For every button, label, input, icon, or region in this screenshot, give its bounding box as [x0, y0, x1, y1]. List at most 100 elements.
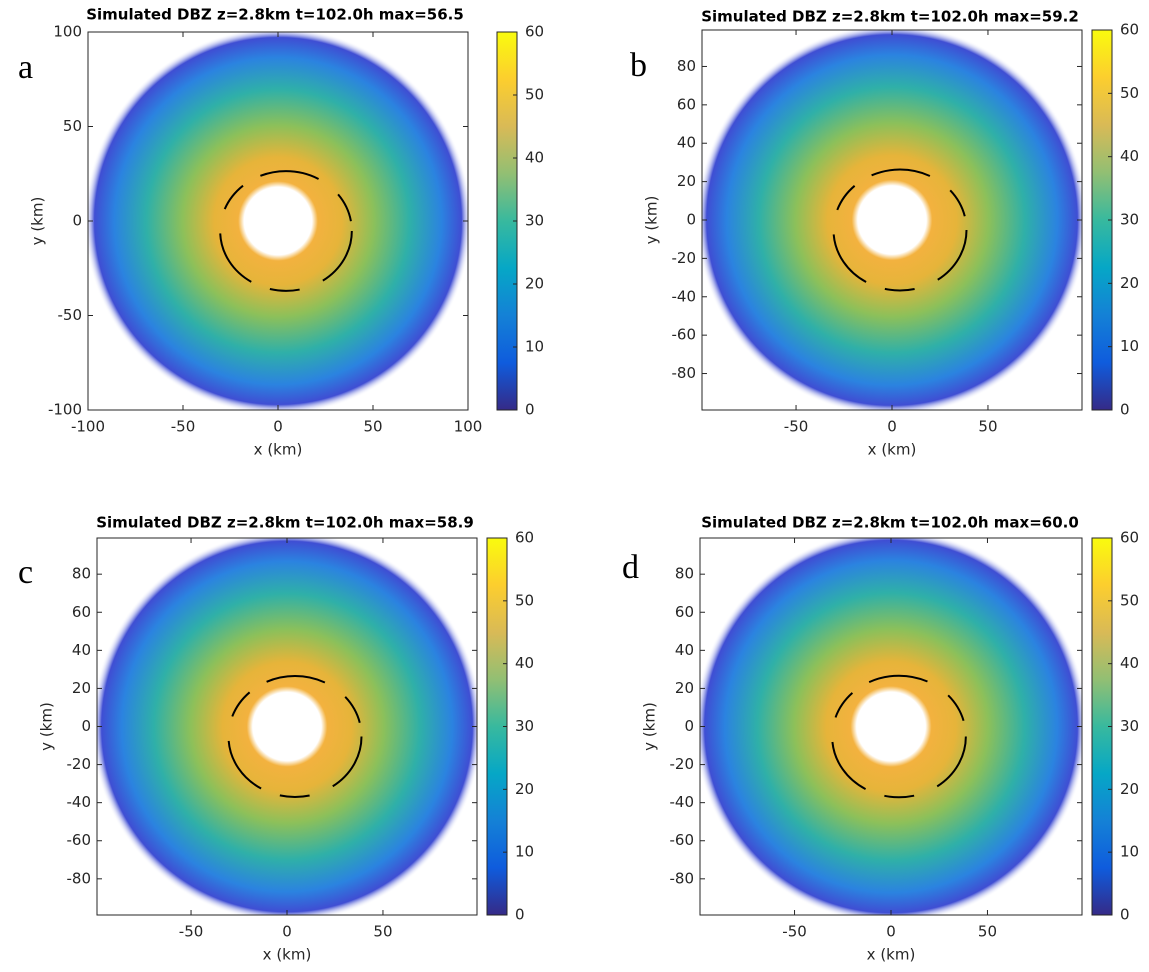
storm-field	[700, 538, 1082, 915]
colorbar-tick-label: 0	[1120, 401, 1130, 419]
y-tick-label: 80	[72, 565, 91, 583]
y-tick-label: -40	[67, 793, 92, 811]
colorbar-tick-label: 10	[515, 843, 534, 861]
reflectivity-field	[702, 30, 1082, 410]
y-tick-label: -60	[672, 326, 697, 344]
y-tick-label: 40	[675, 641, 694, 659]
y-axis-label: y (km)	[641, 702, 659, 751]
panel-letter: a	[18, 49, 33, 86]
x-axis-label: x (km)	[868, 441, 917, 459]
x-tick-label: -50	[784, 418, 809, 436]
chart-title: Simulated DBZ z=2.8km t=102.0h max=56.5	[86, 6, 464, 24]
colorbar-tick-label: 20	[515, 780, 534, 798]
colorbar-tick-label: 40	[1120, 147, 1139, 165]
y-tick-label: 0	[72, 212, 82, 230]
y-tick-label: 40	[677, 134, 696, 152]
x-tick-label: -100	[71, 418, 105, 436]
y-tick-label: 60	[72, 603, 91, 621]
y-tick-label: 50	[63, 117, 82, 135]
x-tick-label: 50	[363, 418, 382, 436]
colorbar-tick-label: 20	[1120, 780, 1139, 798]
contour	[832, 168, 968, 292]
colorbar-tick-label: 50	[515, 591, 534, 609]
y-tick-label: 0	[686, 211, 696, 229]
colorbar-tick-label: 40	[515, 654, 534, 672]
y-tick-label: -60	[67, 831, 92, 849]
colorbar-tick-label: 0	[525, 401, 535, 419]
contour	[219, 170, 353, 292]
y-tick-label: 60	[675, 603, 694, 621]
x-tick-label: 100	[454, 418, 483, 436]
x-axis-label: x (km)	[254, 441, 303, 459]
colorbar-tick-label: 20	[1120, 274, 1139, 292]
x-tick-label: 50	[978, 923, 997, 941]
x-tick-label: 0	[282, 923, 292, 941]
colorbar-tick-label: 40	[1120, 654, 1139, 672]
y-tick-label: -20	[672, 249, 697, 267]
colorbar-tick-label: 60	[525, 23, 544, 41]
y-tick-label: -80	[672, 364, 697, 382]
y-tick-label: 0	[684, 717, 694, 735]
colorbar-tick-label: 60	[515, 529, 534, 547]
colorbar-tick-label: 60	[1120, 529, 1139, 547]
colorbar-tick-label: 0	[1120, 906, 1130, 924]
x-axis-label: x (km)	[867, 946, 916, 964]
colorbar-tick-label: 30	[515, 717, 534, 735]
panel-letter: b	[630, 47, 647, 84]
y-tick-label: -100	[48, 401, 82, 419]
y-tick-label: -20	[670, 755, 695, 773]
y-tick-label: 0	[81, 717, 91, 735]
x-tick-label: 0	[273, 418, 283, 436]
colorbar-tick-label: 0	[515, 906, 525, 924]
colorbar-tick-label: 20	[525, 275, 544, 293]
colorbar-tick-label: 10	[525, 338, 544, 356]
reflectivity-field	[88, 32, 468, 410]
colorbar-tick-label: 50	[525, 86, 544, 104]
chart-title: Simulated DBZ z=2.8km t=102.0h max=60.0	[701, 514, 1079, 532]
y-axis-label: y (km)	[643, 196, 661, 245]
y-tick-label: 40	[72, 641, 91, 659]
y-tick-label: -80	[67, 869, 92, 887]
colorbar-tick-label: 10	[1120, 337, 1139, 355]
y-tick-label: -80	[670, 869, 695, 887]
panel-letter: c	[18, 554, 33, 591]
colorbar-tick-label: 10	[1120, 843, 1139, 861]
y-tick-label: 20	[72, 679, 91, 697]
y-tick-label: 100	[53, 23, 82, 41]
chart-title: Simulated DBZ z=2.8km t=102.0h max=59.2	[701, 8, 1079, 26]
y-tick-label: 80	[677, 57, 696, 75]
reflectivity-field	[700, 538, 1082, 915]
x-tick-label: 50	[373, 923, 392, 941]
x-tick-label: -50	[179, 923, 204, 941]
x-tick-label: 50	[978, 418, 997, 436]
y-tick-label: 80	[675, 565, 694, 583]
y-tick-label: 20	[677, 172, 696, 190]
contour	[831, 674, 967, 799]
colorbar-tick-label: 40	[525, 149, 544, 167]
colorbar-tick-label: 30	[1120, 717, 1139, 735]
panel-letter: d	[622, 549, 639, 586]
x-tick-label: 0	[887, 418, 897, 436]
x-tick-label: 0	[886, 923, 896, 941]
x-tick-label: -50	[782, 923, 807, 941]
y-tick-label: 20	[675, 679, 694, 697]
colorbar-tick-label: 30	[525, 212, 544, 230]
colorbar-tick-label: 60	[1120, 21, 1139, 39]
y-tick-label: -20	[67, 755, 92, 773]
reflectivity-field	[97, 538, 477, 915]
contour	[227, 675, 363, 798]
y-axis-label: y (km)	[29, 197, 47, 246]
x-tick-label: -50	[171, 418, 196, 436]
x-axis-label: x (km)	[263, 946, 312, 964]
colorbar-tick-label: 50	[1120, 84, 1139, 102]
chart-title: Simulated DBZ z=2.8km t=102.0h max=58.9	[96, 514, 474, 532]
y-tick-label: -60	[670, 831, 695, 849]
storm-field	[702, 30, 1082, 410]
y-tick-label: 60	[677, 95, 696, 113]
storm-field	[97, 538, 477, 915]
y-axis-label: y (km)	[38, 702, 56, 751]
colorbar-tick-label: 50	[1120, 591, 1139, 609]
colorbar-tick-label: 30	[1120, 211, 1139, 229]
storm-field	[88, 32, 468, 410]
